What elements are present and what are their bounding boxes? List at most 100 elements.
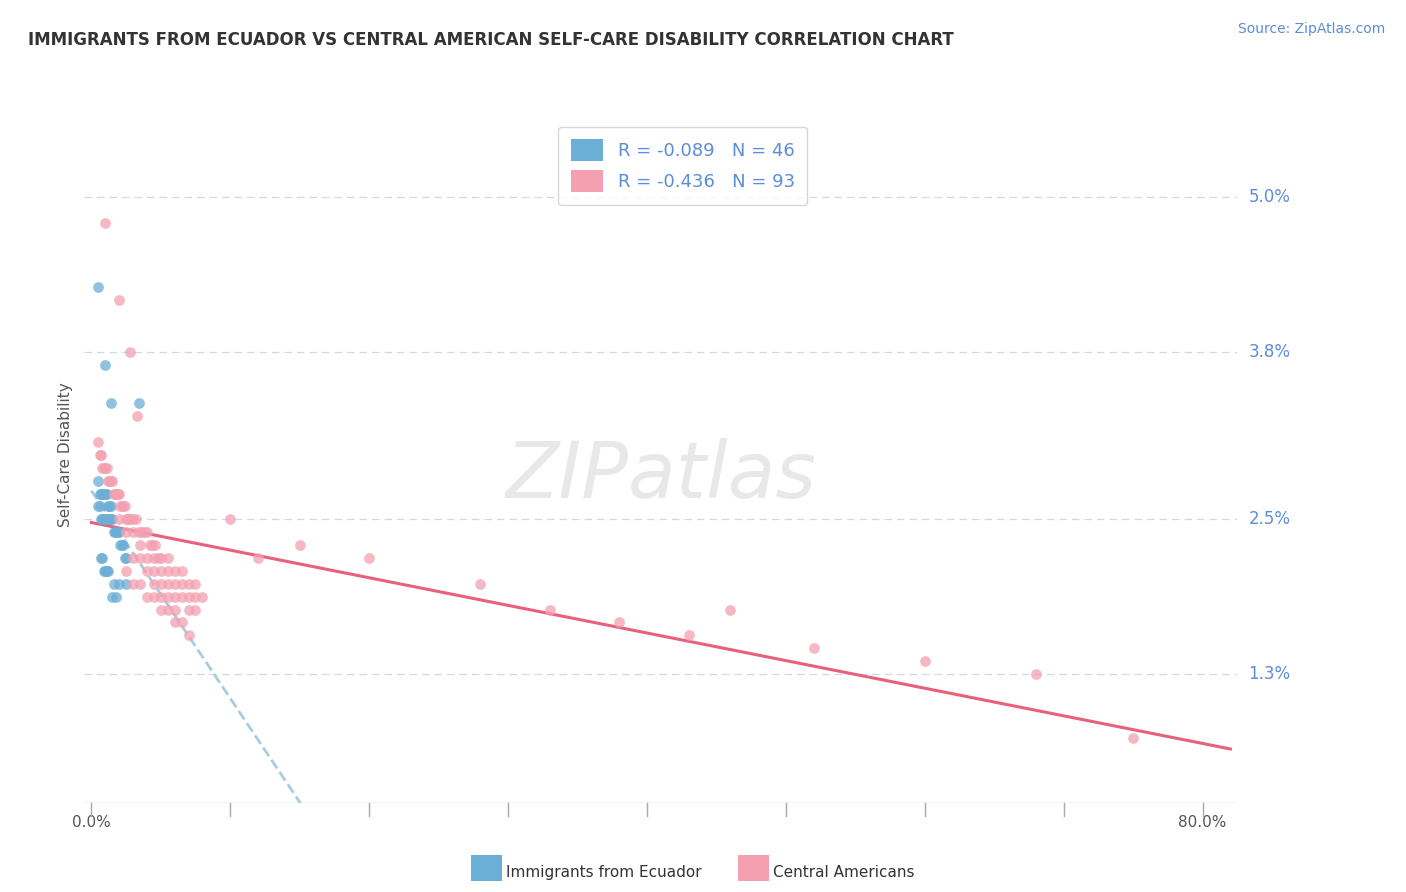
Point bbox=[115, 512, 138, 526]
Point bbox=[149, 576, 172, 591]
Point bbox=[288, 538, 311, 552]
Point bbox=[117, 512, 139, 526]
Point bbox=[177, 590, 200, 604]
Point bbox=[110, 538, 132, 552]
Text: 1.3%: 1.3% bbox=[1249, 665, 1291, 683]
Point bbox=[97, 564, 120, 578]
Point bbox=[91, 460, 114, 475]
Point bbox=[718, 602, 741, 616]
Point bbox=[149, 602, 172, 616]
Point bbox=[678, 628, 700, 642]
Point bbox=[105, 486, 128, 500]
Point bbox=[470, 576, 492, 591]
Point bbox=[138, 538, 160, 552]
Point bbox=[94, 512, 117, 526]
Point bbox=[122, 525, 145, 540]
Point bbox=[184, 590, 207, 604]
Point bbox=[170, 590, 193, 604]
Point bbox=[98, 500, 121, 514]
Legend: R = -0.089   N = 46, R = -0.436   N = 93: R = -0.089 N = 46, R = -0.436 N = 93 bbox=[558, 127, 807, 205]
Point bbox=[96, 486, 118, 500]
Point bbox=[107, 525, 129, 540]
Point bbox=[90, 512, 112, 526]
Point bbox=[112, 538, 135, 552]
Point bbox=[163, 564, 186, 578]
Point bbox=[91, 512, 114, 526]
Point bbox=[87, 474, 110, 488]
Point bbox=[132, 525, 155, 540]
Point bbox=[97, 474, 120, 488]
Point bbox=[129, 551, 152, 566]
Point bbox=[90, 448, 112, 462]
Point bbox=[149, 564, 172, 578]
Point bbox=[100, 396, 122, 410]
Point bbox=[170, 564, 193, 578]
Point bbox=[97, 500, 120, 514]
Point bbox=[170, 576, 193, 591]
Point bbox=[115, 551, 138, 566]
Point bbox=[93, 486, 115, 500]
Point bbox=[103, 525, 125, 540]
Point bbox=[89, 486, 111, 500]
Point bbox=[96, 460, 118, 475]
Point bbox=[94, 216, 117, 230]
Point bbox=[191, 590, 214, 604]
Point bbox=[156, 590, 179, 604]
Point bbox=[219, 512, 242, 526]
Text: ZIPatlas: ZIPatlas bbox=[505, 438, 817, 514]
Point bbox=[100, 512, 122, 526]
Point bbox=[184, 602, 207, 616]
Point bbox=[98, 474, 121, 488]
Point bbox=[94, 564, 117, 578]
Point bbox=[89, 500, 111, 514]
Point bbox=[98, 512, 121, 526]
Point bbox=[93, 512, 115, 526]
Point bbox=[607, 615, 630, 630]
Point bbox=[156, 551, 179, 566]
Point bbox=[1025, 667, 1047, 681]
Point bbox=[110, 500, 132, 514]
Point bbox=[105, 525, 128, 540]
Point bbox=[142, 564, 165, 578]
Point bbox=[156, 576, 179, 591]
Point bbox=[112, 500, 135, 514]
Point bbox=[108, 293, 131, 308]
Text: Immigrants from Ecuador: Immigrants from Ecuador bbox=[506, 865, 702, 880]
Point bbox=[87, 280, 110, 294]
Text: 2.5%: 2.5% bbox=[1249, 510, 1291, 528]
Text: 3.8%: 3.8% bbox=[1249, 343, 1291, 361]
Point bbox=[170, 615, 193, 630]
Point bbox=[122, 512, 145, 526]
Text: Central Americans: Central Americans bbox=[773, 865, 915, 880]
Point bbox=[100, 474, 122, 488]
Point bbox=[89, 448, 111, 462]
Text: Source: ZipAtlas.com: Source: ZipAtlas.com bbox=[1237, 22, 1385, 37]
Point bbox=[184, 576, 207, 591]
Point bbox=[104, 525, 127, 540]
Point bbox=[156, 602, 179, 616]
Point bbox=[177, 628, 200, 642]
Point bbox=[108, 525, 131, 540]
Point bbox=[163, 615, 186, 630]
Point bbox=[177, 576, 200, 591]
Point bbox=[131, 525, 153, 540]
Point bbox=[163, 576, 186, 591]
Point bbox=[129, 576, 152, 591]
Point bbox=[1122, 731, 1144, 746]
Point bbox=[111, 500, 134, 514]
Point bbox=[129, 538, 152, 552]
Point bbox=[108, 486, 131, 500]
Point bbox=[135, 590, 157, 604]
Point bbox=[115, 576, 138, 591]
Point bbox=[105, 590, 128, 604]
Point bbox=[103, 486, 125, 500]
Point bbox=[163, 602, 186, 616]
Point bbox=[141, 538, 163, 552]
Point bbox=[91, 486, 114, 500]
Point bbox=[108, 512, 131, 526]
Point bbox=[100, 500, 122, 514]
Point bbox=[142, 576, 165, 591]
Point bbox=[87, 500, 110, 514]
Point bbox=[103, 576, 125, 591]
Point bbox=[128, 396, 150, 410]
